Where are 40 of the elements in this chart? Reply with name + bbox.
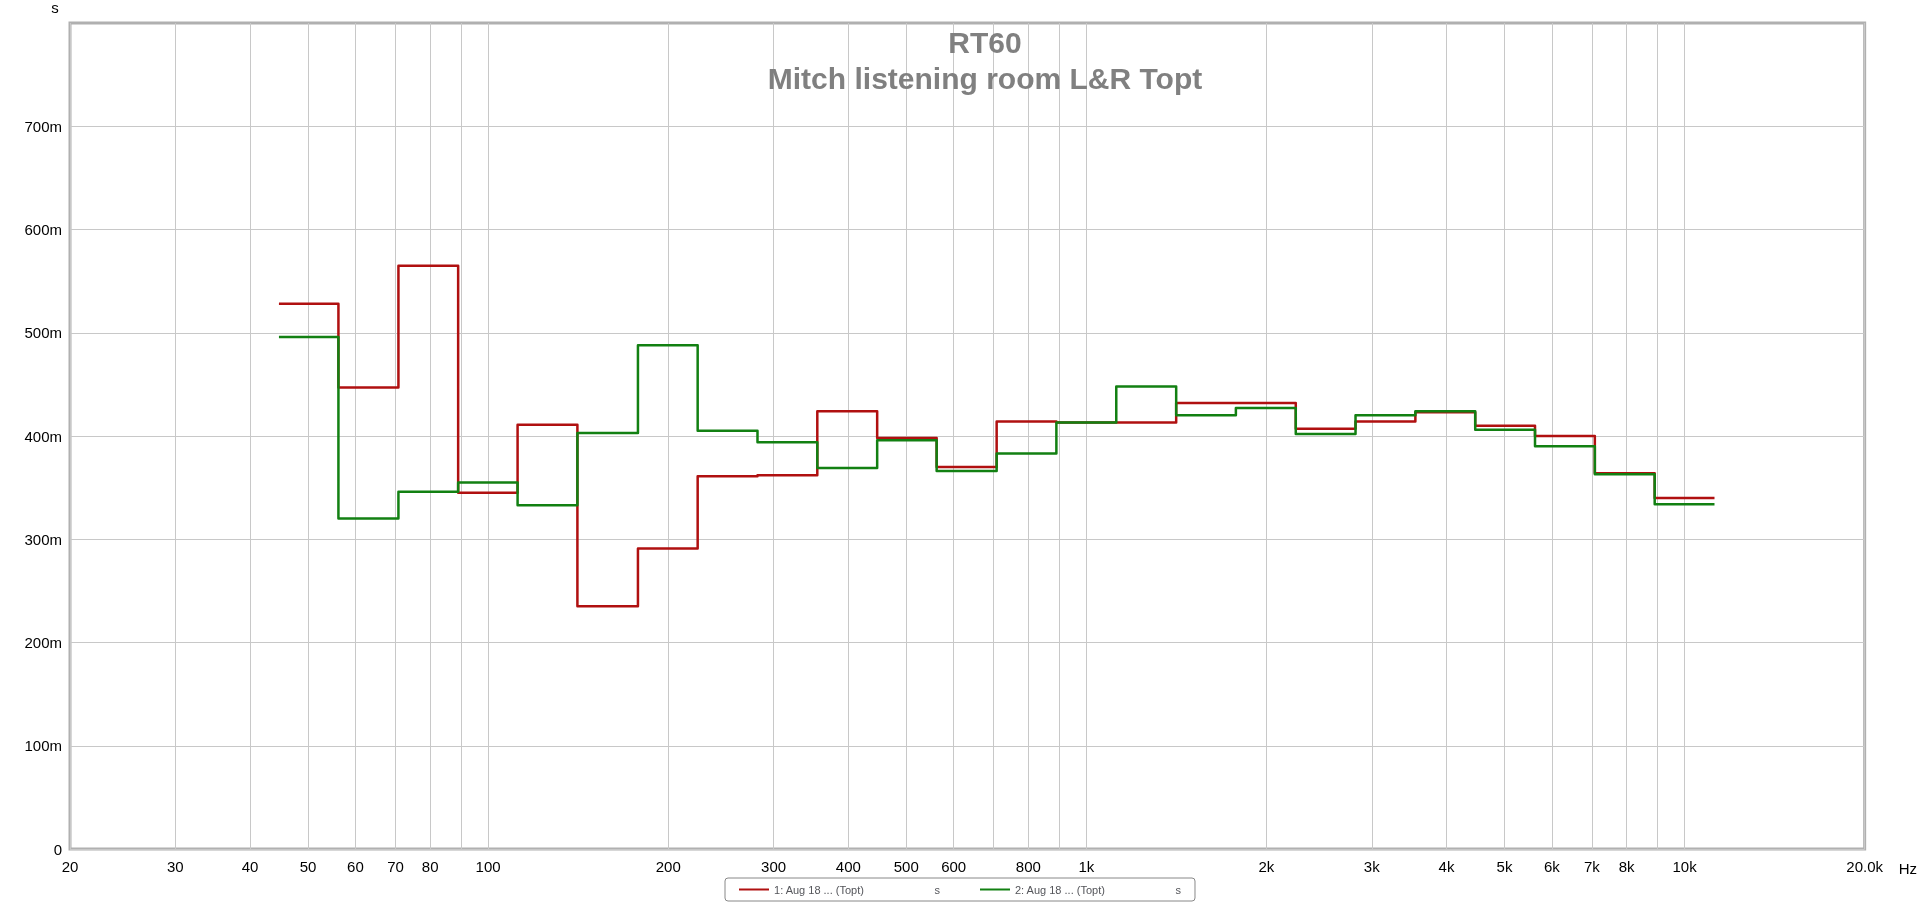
y-tick-label: 500m [24,324,62,342]
y-tick-label: 700m [24,117,62,135]
chart-title: RT60 [948,25,1022,59]
x-tick-label: 3k [1363,858,1381,875]
x-tick-label: 30 [167,858,184,875]
x-tick-label: 10k [1672,858,1698,875]
x-tick-label: 100 [475,858,501,875]
y-tick-label: 300m [24,530,62,548]
y-tick-label: 100m [24,737,62,755]
x-axis-title: Hz [1898,860,1918,877]
text: Mitch listening room L&R Topt [767,61,1203,95]
x-tick-label: 500 [893,858,919,875]
y-tick-label: 400m [24,427,62,445]
x-tick-label: 2k [1258,858,1275,875]
x-tick-label: 600 [941,858,967,875]
x-tick-label: 8k [1618,858,1636,875]
x-tick-label: 800 [1015,858,1041,875]
x-tick-label: 7k [1584,858,1601,875]
x-tick-label: 60 [347,858,364,875]
x-tick-label: 80 [421,858,439,875]
x-tick-label: 20 [61,858,79,875]
text: s [934,883,940,896]
x-tick-label: 300 [761,858,787,875]
text: s [1175,883,1181,896]
x-tick-label: 400 [835,858,861,875]
y-tick-label: 0 [53,840,62,858]
x-tick-label: 50 [299,858,317,875]
x-tick-label: 20.0k [1846,858,1884,875]
legend-label: 1: Aug 18 ... (Topt) [774,883,864,896]
y-tick-label: 200m [24,634,62,651]
x-tick-label: 1k [1078,858,1095,875]
y-tick-label: 600m [24,221,62,238]
x-tick-label: 70 [387,858,404,875]
x-tick-label: 6k [1543,858,1561,875]
legend-label: 2: Aug 18 ... (Topt) [1015,883,1105,896]
x-tick-label: 200 [655,858,681,875]
x-tick-label: 40 [241,858,259,875]
x-tick-label: 4k [1438,858,1455,875]
x-tick-label: 5k [1496,858,1513,875]
y-axis-title: s [51,0,59,16]
